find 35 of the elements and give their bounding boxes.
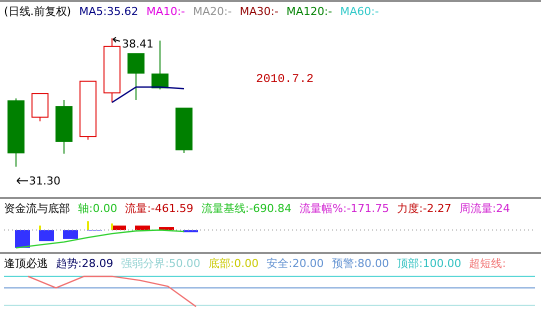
bar bbox=[39, 230, 54, 242]
candlestick bbox=[152, 40, 168, 90]
text: 2010.7.2 bbox=[256, 72, 314, 86]
text: 超短线: bbox=[469, 256, 506, 270]
text: MA20:- bbox=[193, 4, 232, 18]
text: 强弱分界:50.00 bbox=[121, 256, 200, 270]
candlestick bbox=[32, 93, 48, 122]
candlestick bbox=[128, 53, 144, 101]
text: 31.30 bbox=[29, 174, 60, 188]
text: 趋势:28.09 bbox=[56, 256, 114, 270]
chart-title: (日线.前复权) bbox=[4, 4, 72, 18]
text: 力度:-2.27 bbox=[397, 200, 452, 216]
text: MA10:- bbox=[146, 4, 186, 18]
text: 预警:80.00 bbox=[332, 256, 390, 270]
text: 轴:0.00 bbox=[78, 200, 118, 216]
bar bbox=[111, 223, 113, 230]
text: 顶部:100.00 bbox=[397, 256, 462, 270]
text: MA120:- bbox=[286, 4, 332, 18]
bar bbox=[15, 230, 30, 248]
text: MA30:- bbox=[240, 4, 278, 18]
bar bbox=[63, 230, 78, 239]
text: 流量幅%:-171.75 bbox=[300, 200, 390, 216]
annotation: 38.41 bbox=[122, 37, 154, 50]
chart-title: 逢顶必逃 bbox=[4, 256, 48, 270]
text: MA5:35.62 bbox=[79, 4, 138, 18]
text: 流量基线:-690.84 bbox=[201, 200, 292, 216]
text: 底部:0.00 bbox=[208, 256, 259, 270]
text: 流量:-461.59 bbox=[125, 200, 194, 216]
chart-title: 资金流与底部 bbox=[4, 200, 70, 216]
bar bbox=[39, 226, 41, 230]
bar bbox=[135, 226, 150, 230]
text: 安全:20.00 bbox=[266, 256, 324, 270]
text: MA60:- bbox=[340, 4, 379, 18]
text: 周流量:24 bbox=[459, 200, 510, 216]
bar bbox=[87, 221, 89, 230]
